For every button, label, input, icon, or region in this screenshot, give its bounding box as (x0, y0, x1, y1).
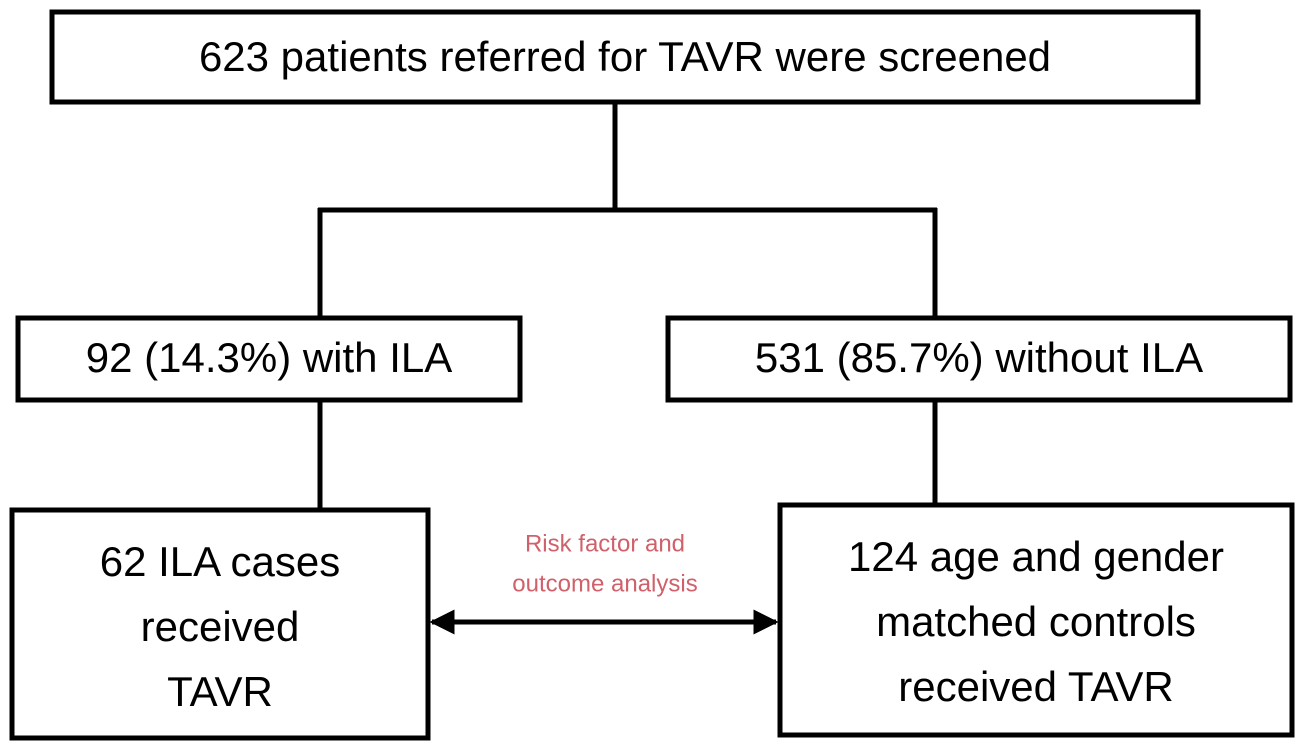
annotation: outcome analysis (512, 570, 697, 597)
node-label: received TAVR (898, 663, 1173, 710)
node-box (777, 502, 1295, 738)
node-label: 124 age and gender (848, 533, 1224, 580)
annotation: Risk factor and (525, 530, 685, 557)
node-label: 623 patients referred for TAVR were scre… (199, 33, 1051, 80)
node-label: received (141, 603, 300, 650)
node-box (15, 315, 523, 403)
node-label: 62 ILA cases (100, 538, 341, 585)
node-label: matched controls (876, 598, 1196, 645)
node-label: 531 (85.7%) without ILA (755, 334, 1203, 381)
node-box (9, 507, 431, 741)
node-label: 92 (14.3%) with ILA (86, 334, 453, 381)
node-box (665, 315, 1293, 403)
node-box (49, 9, 1201, 105)
node-label: TAVR (167, 668, 273, 715)
